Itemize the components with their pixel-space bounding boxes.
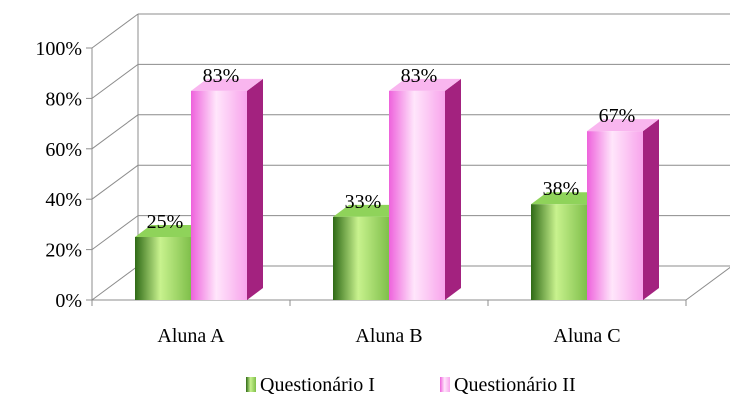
x-tick-label: Aluna A bbox=[157, 325, 225, 347]
y-tick-label: 80% bbox=[45, 88, 82, 110]
y-tick-label: 100% bbox=[35, 38, 82, 60]
data-label: 83% bbox=[203, 65, 240, 87]
y-tick-label: 20% bbox=[45, 240, 82, 262]
bar bbox=[587, 119, 659, 300]
bar bbox=[389, 78, 461, 300]
data-label: 33% bbox=[345, 191, 382, 213]
bar-top bbox=[191, 78, 263, 91]
y-tick-label: 0% bbox=[55, 290, 82, 312]
side-wall-line bbox=[91, 13, 139, 49]
bar-front bbox=[191, 90, 247, 300]
x-tick-label: Aluna C bbox=[553, 325, 620, 347]
y-tick-label: 40% bbox=[45, 189, 82, 211]
bar-top bbox=[333, 204, 405, 217]
side-wall-line bbox=[91, 265, 139, 301]
data-labels: 25% 83% 33% 83% 38% 67% bbox=[147, 65, 636, 233]
side-wall-line bbox=[91, 63, 139, 99]
y-tick-label: 60% bbox=[45, 139, 82, 161]
bar-top bbox=[389, 78, 461, 91]
bar-front bbox=[333, 216, 389, 300]
side-wall-line bbox=[91, 215, 139, 251]
x-tick-label: Aluna B bbox=[355, 325, 422, 347]
bar-top bbox=[135, 225, 207, 237]
legend-label-questionario-i: Questionário I bbox=[260, 374, 375, 396]
data-label: 83% bbox=[401, 65, 438, 87]
legend-swatch-questionario-i bbox=[246, 377, 256, 392]
bar bbox=[191, 78, 263, 300]
floor-edge bbox=[685, 266, 730, 301]
bar-front bbox=[389, 90, 445, 300]
bar-side bbox=[247, 78, 263, 300]
side-wall-line bbox=[91, 164, 139, 200]
legend-label-questionario-ii: Questionário II bbox=[454, 374, 576, 396]
side-wall-line bbox=[91, 114, 139, 150]
legend-swatch-questionario-ii bbox=[440, 377, 450, 392]
bar-front bbox=[135, 237, 191, 300]
legend: Questionário I Questionário II bbox=[246, 374, 576, 396]
data-label: 67% bbox=[599, 105, 636, 127]
data-label: 38% bbox=[543, 178, 580, 200]
bars bbox=[135, 78, 659, 300]
bar-front bbox=[587, 131, 643, 300]
data-label: 25% bbox=[147, 211, 184, 233]
bar-side bbox=[643, 119, 659, 300]
bar-top bbox=[531, 192, 603, 205]
bar-side bbox=[445, 78, 461, 300]
axes: 0% 20% 40% 60% 80% 100% Aluna A Aluna B Aluna C bbox=[35, 38, 687, 347]
bar-front bbox=[531, 204, 587, 300]
bar-top bbox=[587, 119, 659, 132]
